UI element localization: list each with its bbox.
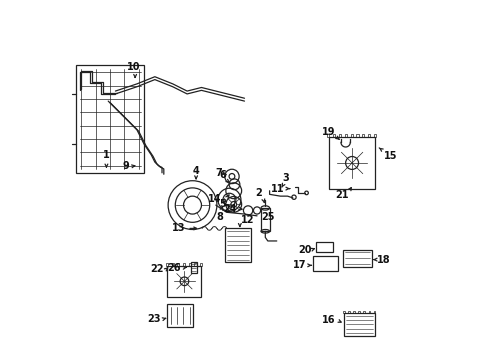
Bar — [373, 311, 375, 313]
Bar — [367, 134, 369, 137]
Bar — [167, 304, 193, 327]
Bar — [200, 263, 202, 266]
Text: 23: 23 — [147, 314, 160, 324]
Text: 20: 20 — [298, 244, 311, 255]
Text: 19: 19 — [321, 127, 335, 137]
Bar — [347, 311, 349, 313]
Text: 14: 14 — [208, 194, 222, 204]
Text: 3: 3 — [282, 173, 288, 183]
Text: 12: 12 — [241, 215, 254, 225]
Bar — [332, 134, 335, 137]
Text: 25: 25 — [261, 212, 275, 222]
Text: 21: 21 — [335, 190, 348, 200]
Bar — [344, 313, 374, 336]
Bar — [261, 208, 269, 231]
Text: 7: 7 — [215, 168, 222, 178]
Bar — [312, 256, 337, 271]
Bar — [352, 311, 354, 313]
Text: 15: 15 — [383, 150, 396, 161]
Text: 5: 5 — [219, 199, 225, 209]
Text: 9: 9 — [122, 161, 129, 171]
Text: 26: 26 — [167, 263, 180, 273]
Bar — [343, 311, 344, 313]
Bar — [362, 134, 364, 137]
Bar — [356, 134, 358, 137]
Bar — [194, 263, 196, 266]
Text: 4: 4 — [192, 166, 199, 176]
Bar — [350, 134, 352, 137]
Text: 24: 24 — [223, 204, 236, 214]
Text: 2: 2 — [254, 188, 261, 198]
Text: 13: 13 — [171, 224, 184, 233]
Text: 1: 1 — [103, 150, 110, 160]
Text: 6: 6 — [219, 170, 225, 180]
Bar — [165, 263, 168, 266]
Bar — [326, 134, 329, 137]
Bar — [316, 242, 333, 252]
Bar — [167, 266, 201, 297]
Text: 11: 11 — [271, 184, 284, 194]
Bar — [338, 134, 341, 137]
Bar — [358, 311, 360, 313]
Bar — [177, 263, 179, 266]
Bar — [190, 262, 197, 273]
Text: 8: 8 — [216, 212, 223, 222]
Bar — [328, 137, 375, 189]
Text: 18: 18 — [376, 255, 389, 265]
Bar — [368, 311, 369, 313]
Text: 16: 16 — [322, 315, 335, 325]
Text: 22: 22 — [150, 264, 163, 274]
Bar — [76, 65, 144, 173]
Text: 17: 17 — [292, 260, 305, 270]
Bar — [373, 134, 375, 137]
Bar — [344, 134, 346, 137]
Bar — [363, 311, 365, 313]
Bar — [188, 263, 190, 266]
Bar — [183, 263, 185, 266]
Bar — [224, 228, 250, 262]
Bar — [171, 263, 173, 266]
Text: 10: 10 — [126, 62, 140, 72]
Bar — [343, 249, 371, 267]
